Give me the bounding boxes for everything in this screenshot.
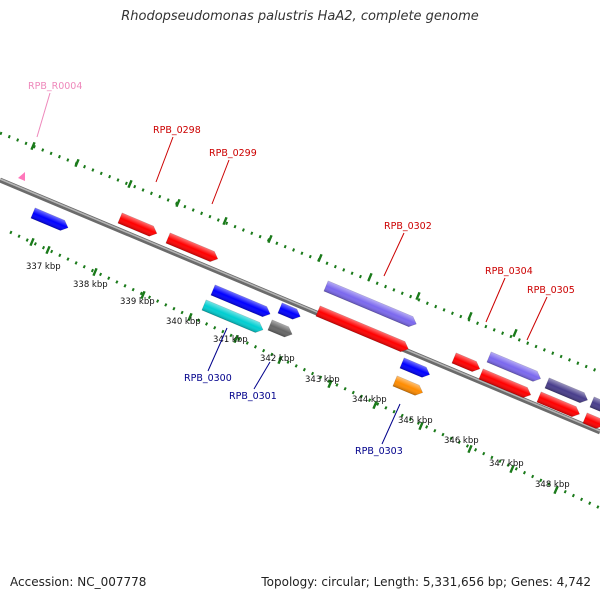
- gene-arrow-shading: [478, 368, 531, 398]
- gene-arrow-shading: [267, 319, 293, 338]
- major-tick: [127, 179, 133, 189]
- major-tick: [92, 267, 98, 277]
- topology-text: Topology: circular; Length: 5,331,656 bp…: [261, 575, 591, 589]
- major-ticks: [29, 141, 559, 495]
- major-tick: [267, 234, 273, 244]
- major-tick: [467, 311, 473, 321]
- scale-label: 341 kbp: [213, 335, 248, 345]
- major-tick: [140, 290, 146, 300]
- gene-label-leader: [207, 327, 228, 372]
- scale-label: 345 kbp: [398, 416, 433, 426]
- gene-arrow-shading: [392, 375, 423, 396]
- major-tick: [317, 253, 323, 263]
- gene-label-rpb-0301[interactable]: RPB_0301: [229, 391, 277, 402]
- gene-arrow-shading: [323, 280, 417, 327]
- gene-arrow-shading: [399, 357, 430, 378]
- major-tick: [553, 485, 559, 495]
- scale-label: 348 kbp: [535, 480, 570, 490]
- gene-arrow-shading: [117, 212, 157, 237]
- major-tick: [29, 237, 35, 247]
- gene-label-rpb-0304[interactable]: RPB_0304: [485, 266, 533, 277]
- major-tick: [512, 328, 518, 338]
- major-tick: [233, 334, 239, 344]
- scale-label: 342 kbp: [260, 354, 295, 364]
- major-tick: [45, 245, 51, 255]
- outer-tick-ring: [0, 131, 600, 374]
- gene-label-leader: [211, 159, 230, 205]
- gene-arrow-shading: [165, 232, 218, 262]
- major-tick: [30, 141, 36, 151]
- gene-arrow-shading: [486, 351, 541, 382]
- gene-features: [18, 172, 600, 429]
- gene-arrow-shading: [30, 207, 69, 231]
- major-tick: [222, 216, 228, 226]
- major-tick: [74, 158, 80, 168]
- gene-arrow-shading: [210, 284, 271, 317]
- gene-label-leader: [36, 92, 51, 138]
- scale-label: 337 kbp: [26, 262, 61, 272]
- major-tick: [327, 379, 333, 389]
- major-tick: [467, 444, 473, 454]
- gene-label-leader: [155, 136, 174, 183]
- major-tick: [175, 198, 181, 208]
- major-tick: [415, 291, 421, 301]
- scale-label: 340 kbp: [166, 317, 201, 327]
- scale-label: 339 kbp: [120, 297, 155, 307]
- genome-backbone: [0, 177, 600, 435]
- gene-label-rpb-0298[interactable]: RPB_0298: [153, 125, 201, 136]
- gene-label-leader: [485, 277, 506, 323]
- major-tick: [509, 464, 515, 474]
- gene-arrow-shading: [277, 302, 301, 320]
- gene-arrow-shading: [589, 396, 600, 413]
- gene-label-leader: [526, 296, 548, 341]
- gene-arrow-shading: [536, 391, 580, 417]
- scale-label: 347 kbp: [489, 459, 524, 469]
- gene-label-leader: [383, 232, 405, 277]
- gene-label-rpb-0299[interactable]: RPB_0299: [209, 148, 257, 159]
- major-tick: [418, 421, 424, 431]
- major-tick: [372, 400, 378, 410]
- gene-label-rpb-0302[interactable]: RPB_0302: [384, 221, 432, 232]
- scale-label: 344 kbp: [352, 395, 387, 405]
- gene-label-leader: [381, 403, 401, 445]
- gene-arrow-shading: [451, 352, 480, 372]
- gene-label-rpb-0300[interactable]: RPB_0300: [184, 373, 232, 384]
- major-tick: [277, 355, 283, 365]
- gene-label-rpb-0305[interactable]: RPB_0305: [527, 285, 575, 296]
- map-title: Rhodopseudomonas palustris HaA2, complet…: [121, 9, 479, 24]
- genome-backbone-highlight: [0, 178, 600, 432]
- gene-label-rpb-r0004[interactable]: RPB_R0004: [28, 81, 82, 92]
- inner-tick-ring: [9, 230, 600, 510]
- accession-text: Accession: NC_007778: [10, 575, 147, 589]
- major-tick: [187, 312, 193, 322]
- scale-label: 338 kbp: [73, 280, 108, 290]
- gene-arrow-shading: [544, 377, 588, 403]
- scale-label: 346 kbp: [444, 436, 479, 446]
- scale-labels: 337 kbp 338 kbp 339 kbp 340 kbp 341 kbp 342 k…: [26, 262, 570, 490]
- major-tick: [367, 272, 373, 282]
- gene-labels: RPB_R0004 RPB_0298 RPB_0299 RPB_0302 RPB_030…: [28, 81, 575, 457]
- gene-label-leader: [253, 361, 271, 390]
- gene-arrow-shading: [315, 305, 409, 352]
- gene-label-rpb-0303[interactable]: RPB_0303: [355, 446, 403, 457]
- rrna-marker[interactable]: [18, 172, 25, 181]
- gene-arrow-shading: [582, 412, 600, 429]
- scale-label: 343 kbp: [305, 375, 340, 385]
- gene-arrow-shading: [201, 299, 264, 333]
